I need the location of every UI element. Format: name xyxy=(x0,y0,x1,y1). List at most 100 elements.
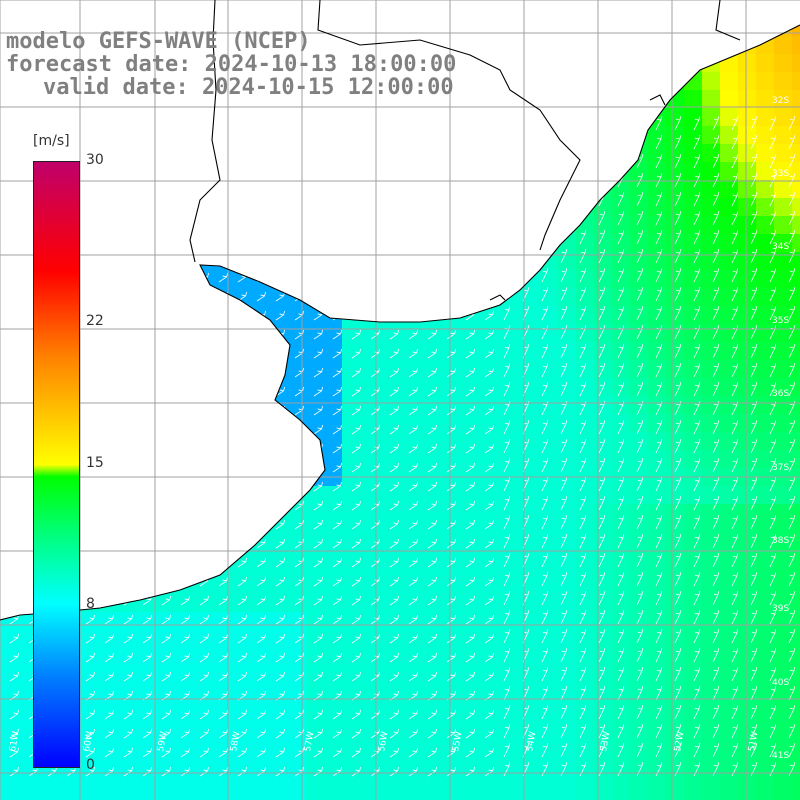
wind-cell xyxy=(612,216,631,235)
wind-cell xyxy=(450,702,469,721)
wind-cell xyxy=(756,342,775,361)
wind-arrow xyxy=(541,268,549,283)
wind-cell xyxy=(0,774,19,793)
wind-cell xyxy=(126,720,145,739)
wind-cell xyxy=(540,648,559,667)
wind-cell xyxy=(450,594,469,613)
wind-cell xyxy=(486,774,505,793)
wind-cell xyxy=(522,486,541,505)
wind-cell xyxy=(252,756,271,775)
wind-cell xyxy=(756,594,775,613)
wind-cell xyxy=(720,756,739,775)
wind-cell xyxy=(270,666,289,685)
wind-arrow xyxy=(503,686,511,701)
wind-cell xyxy=(666,738,685,757)
wind-cell xyxy=(648,144,667,163)
wind-arrow xyxy=(503,534,511,549)
wind-cell xyxy=(306,540,325,559)
wind-cell xyxy=(324,648,343,667)
wind-cell xyxy=(432,414,451,433)
wind-cell xyxy=(288,792,307,800)
wind-cell xyxy=(0,630,19,649)
wind-cell xyxy=(720,702,739,721)
wind-cell xyxy=(216,774,235,793)
wind-cell xyxy=(216,756,235,775)
wind-cell xyxy=(666,684,685,703)
wind-arrow xyxy=(332,614,343,625)
wind-arrow xyxy=(465,367,476,378)
wind-cell xyxy=(792,612,800,631)
wind-cell xyxy=(720,108,739,127)
wind-arrow xyxy=(750,762,758,777)
wind-cell xyxy=(720,450,739,469)
wind-cell xyxy=(0,720,19,739)
wind-cell xyxy=(378,540,397,559)
wind-cell xyxy=(18,792,37,800)
wind-arrow xyxy=(427,443,438,454)
wind-cell xyxy=(486,360,505,379)
wind-cell xyxy=(342,684,361,703)
wind-cell xyxy=(756,72,775,91)
wind-cell xyxy=(234,684,253,703)
latitude-label: 40S xyxy=(772,678,789,688)
wind-arrow xyxy=(750,382,758,397)
wind-arrow xyxy=(693,477,701,492)
wind-cell xyxy=(630,612,649,631)
wind-arrow xyxy=(465,329,476,340)
wind-arrow xyxy=(655,192,663,207)
wind-cell xyxy=(522,738,541,757)
wind-arrow xyxy=(750,553,758,568)
wind-cell xyxy=(180,774,199,793)
wind-cell xyxy=(432,558,451,577)
wind-cell xyxy=(720,540,739,559)
wind-cell xyxy=(792,720,800,739)
wind-arrow xyxy=(674,211,682,226)
wind-cell xyxy=(612,252,631,271)
wind-cell xyxy=(432,576,451,595)
wind-arrow xyxy=(769,135,777,150)
wind-arrow xyxy=(427,595,438,606)
wind-arrow xyxy=(351,709,362,720)
wind-cell xyxy=(504,576,523,595)
wind-arrow xyxy=(370,633,381,644)
wind-cell xyxy=(342,612,361,631)
wind-arrow xyxy=(313,348,324,359)
wind-arrow xyxy=(750,230,758,245)
wind-cell xyxy=(576,702,595,721)
wind-arrow xyxy=(674,591,682,606)
longitude-label: 53W xyxy=(599,731,612,753)
wind-cell xyxy=(594,252,613,271)
wind-arrow xyxy=(636,173,644,188)
wind-cell xyxy=(594,504,613,523)
wind-arrow xyxy=(351,728,362,739)
wind-cell xyxy=(486,684,505,703)
wind-cell xyxy=(756,90,775,109)
wind-arrow xyxy=(750,648,758,663)
wind-arrow xyxy=(674,534,682,549)
wind-arrow xyxy=(275,576,286,587)
wind-arrow xyxy=(503,591,511,606)
wind-cell xyxy=(270,630,289,649)
wind-cell xyxy=(540,720,559,739)
wind-cell xyxy=(666,108,685,127)
wind-arrow xyxy=(313,481,324,492)
wind-arrow xyxy=(275,747,286,758)
wind-cell xyxy=(558,774,577,793)
wind-cell xyxy=(540,342,559,361)
wind-arrow xyxy=(351,386,362,397)
wind-cell xyxy=(720,72,739,91)
wind-cell xyxy=(342,738,361,757)
wind-arrow xyxy=(465,595,476,606)
wind-cell xyxy=(468,342,487,361)
wind-cell xyxy=(666,720,685,739)
wind-arrow xyxy=(712,591,720,606)
wind-cell xyxy=(414,576,433,595)
wind-cell xyxy=(594,324,613,343)
wind-arrow xyxy=(427,671,438,682)
wind-cell xyxy=(558,306,577,325)
wind-cell xyxy=(576,540,595,559)
wind-cell xyxy=(414,342,433,361)
wind-arrow xyxy=(750,743,758,758)
wind-cell xyxy=(378,792,397,800)
wind-arrow xyxy=(712,211,720,226)
